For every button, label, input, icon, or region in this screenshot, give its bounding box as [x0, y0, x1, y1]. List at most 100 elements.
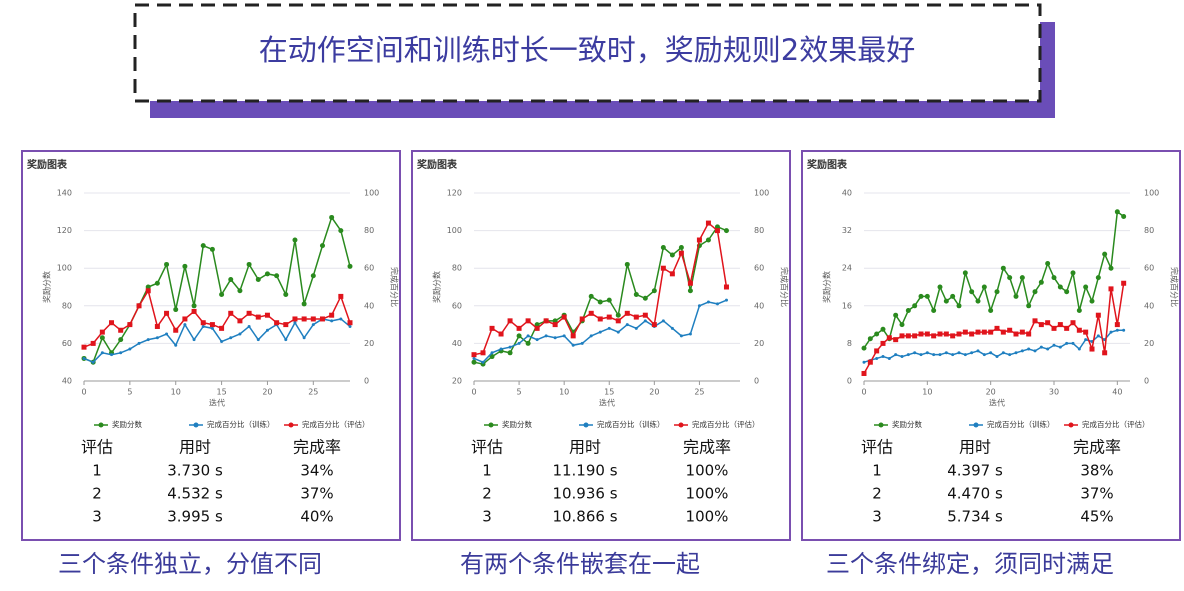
point	[127, 322, 133, 328]
table-header: 用时	[959, 438, 991, 457]
point	[1046, 347, 1050, 351]
point	[489, 325, 495, 331]
point	[154, 280, 160, 286]
legend-marker	[1068, 422, 1074, 428]
point	[81, 344, 87, 350]
table-cell: 100%	[686, 485, 729, 503]
point	[615, 312, 621, 318]
x-axis-label: 迭代	[989, 398, 1005, 408]
point	[329, 214, 335, 220]
y-tick-label: 80	[452, 264, 462, 273]
point	[642, 312, 648, 318]
point	[570, 333, 576, 339]
legend-label: 奖励分数	[892, 419, 922, 429]
point	[994, 325, 1000, 331]
point	[1083, 329, 1089, 335]
table-cell: 10.866 s	[552, 508, 617, 526]
point	[894, 353, 898, 357]
point	[99, 335, 105, 341]
point	[624, 261, 630, 267]
point	[906, 353, 910, 357]
point	[174, 343, 178, 347]
y2-tick-label: 0	[364, 377, 369, 386]
series-line	[83, 318, 351, 364]
point	[118, 337, 124, 343]
legend-marker	[878, 422, 884, 428]
point	[237, 288, 243, 294]
y-tick-label: 60	[62, 339, 72, 348]
point	[1026, 331, 1032, 337]
point	[893, 312, 899, 318]
point	[183, 323, 187, 327]
y2-tick-label: 80	[364, 226, 374, 235]
point	[155, 336, 159, 340]
point	[1076, 308, 1082, 313]
point	[229, 336, 233, 340]
point	[642, 295, 648, 301]
point	[969, 289, 975, 295]
point	[173, 327, 179, 333]
point	[284, 338, 288, 342]
x-tick-label: 25	[694, 388, 704, 397]
x-tick-label: 0	[81, 388, 86, 397]
point	[82, 356, 86, 360]
point	[1033, 349, 1037, 353]
point	[912, 303, 918, 309]
y2-tick-label: 80	[754, 226, 764, 235]
point	[1000, 329, 1006, 335]
point	[588, 310, 594, 316]
table-cell: 1	[92, 462, 102, 480]
point	[696, 237, 702, 243]
point	[1096, 334, 1100, 338]
point	[292, 316, 298, 322]
x-tick-label: 0	[861, 388, 866, 397]
series-line	[863, 210, 1125, 349]
point	[975, 298, 981, 304]
point	[697, 304, 701, 308]
legend-marker	[583, 422, 589, 428]
point	[874, 331, 880, 337]
point	[714, 224, 720, 230]
point	[118, 327, 124, 333]
y-tick-label: 16	[842, 301, 852, 310]
point	[687, 280, 693, 286]
y-tick-label: 20	[452, 377, 462, 386]
point	[938, 353, 942, 357]
caption: 三个条件独立，分值不同	[58, 550, 322, 578]
point	[301, 301, 307, 307]
legend-label: 完成百分比（评估）	[1082, 419, 1150, 429]
point	[498, 331, 504, 337]
point	[119, 351, 123, 355]
point	[643, 319, 647, 323]
point	[912, 333, 918, 339]
y-tick-label: 40	[842, 189, 852, 198]
caption: 三个条件绑定，须同时满足	[826, 550, 1114, 578]
point	[1102, 251, 1108, 257]
point	[535, 338, 539, 342]
point	[219, 292, 225, 298]
x-tick-label: 15	[216, 388, 226, 397]
point	[994, 289, 1000, 295]
point	[347, 320, 353, 326]
y2-axis-label: 完成百分比	[1170, 267, 1180, 307]
point	[714, 228, 720, 234]
point	[338, 293, 344, 299]
x-tick-label: 25	[308, 388, 318, 397]
table-cell: 40%	[300, 508, 333, 526]
x-tick-label: 10	[559, 388, 569, 397]
point	[1109, 330, 1113, 334]
point	[301, 316, 307, 322]
point	[715, 302, 719, 306]
point	[678, 245, 684, 251]
chart-title: 奖励图表	[807, 158, 848, 171]
point	[899, 322, 905, 328]
y2-tick-label: 60	[1144, 264, 1154, 273]
point	[669, 271, 675, 277]
point	[110, 353, 114, 357]
point	[311, 323, 315, 327]
point	[913, 351, 917, 355]
point	[238, 332, 242, 336]
point	[472, 356, 476, 360]
point	[956, 303, 962, 309]
x-axis-label: 迭代	[209, 398, 225, 408]
